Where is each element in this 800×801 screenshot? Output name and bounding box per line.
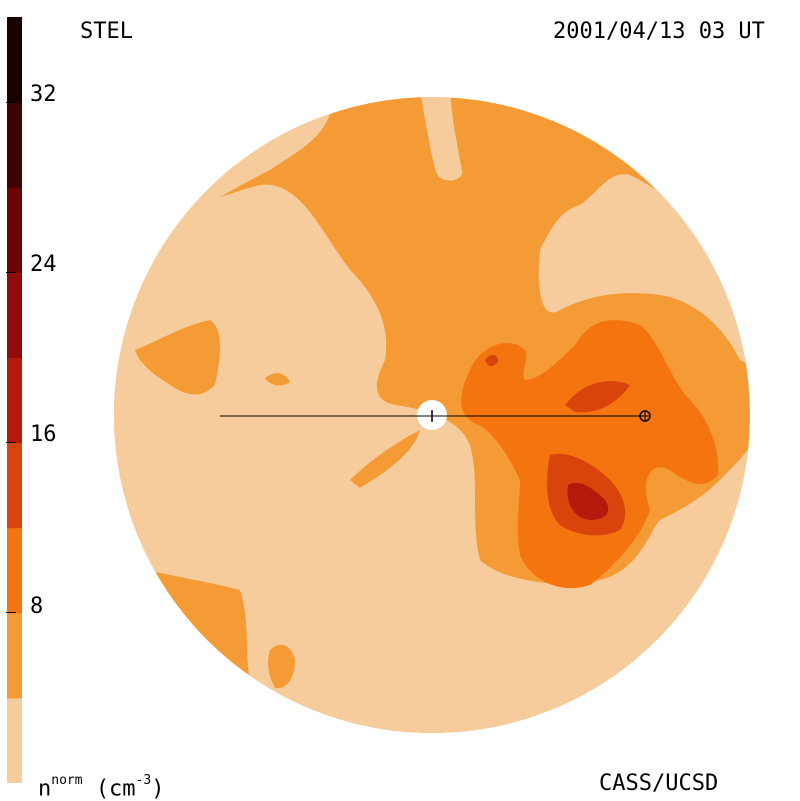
colorbar-segment — [7, 17, 22, 103]
colorbar — [7, 17, 22, 783]
colorbar-tick-mark — [6, 612, 16, 613]
colorbar-tick-label: 24 — [30, 252, 57, 277]
colorbar-segment — [7, 442, 22, 529]
colorbar-tick-mark — [6, 442, 16, 443]
units-close: ) — [151, 776, 165, 801]
colorbar-tick-mark — [6, 102, 16, 103]
level-12-region-c — [485, 354, 498, 367]
small-island — [265, 373, 290, 386]
colorbar-segment — [7, 102, 22, 188]
colorbar-tick-mark — [6, 272, 16, 273]
level-16-region — [567, 482, 609, 520]
colorbar-tick-label: 32 — [30, 82, 57, 107]
units-exponent: -3 — [135, 773, 152, 788]
upper-right-pale — [538, 174, 750, 370]
units-paren: (cm — [95, 776, 136, 801]
low-density-region — [114, 184, 750, 733]
units-superscript: norm — [51, 773, 83, 788]
colorbar-segment — [7, 527, 22, 614]
datetime-label: 2001/04/13 03 UT — [553, 19, 765, 44]
level-12-region-a — [565, 381, 630, 413]
colorbar-segment — [7, 187, 22, 273]
colorbar-segment — [7, 612, 22, 699]
station-label: STEL — [80, 19, 133, 44]
units-base: n — [38, 776, 52, 801]
credit-label: CASS/UCSD — [599, 771, 719, 796]
lower-finger — [267, 644, 295, 689]
wedge-lower — [350, 430, 420, 488]
colorbar-segment — [7, 697, 22, 783]
colorbar-segment — [7, 272, 22, 358]
left-island — [135, 320, 220, 395]
units-label: nnorm (cm-3) — [38, 773, 164, 800]
colorbar-tick-label: 8 — [30, 594, 44, 619]
colorbar-segment — [7, 357, 22, 444]
level-8-region — [461, 320, 719, 589]
colorbar-tick-label: 16 — [30, 422, 57, 447]
upper-spike — [420, 97, 463, 181]
